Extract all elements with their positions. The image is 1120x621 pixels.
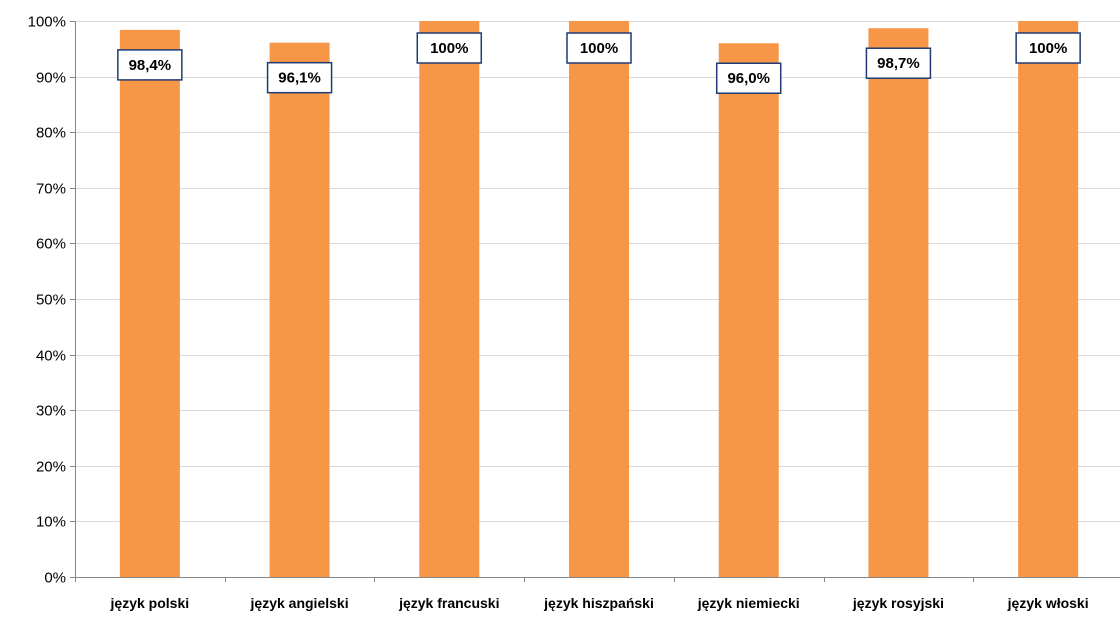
y-tick-label: 100% bbox=[28, 14, 66, 31]
x-tick-label: język rosyjski bbox=[852, 595, 944, 611]
x-tick-label: język polski bbox=[110, 595, 190, 611]
bar-7 bbox=[1018, 21, 1079, 577]
data-label-box-1 bbox=[117, 49, 183, 81]
data-label-box-3 bbox=[416, 32, 483, 64]
data-label: 96,0% bbox=[727, 70, 770, 87]
y-tick-label: 30% bbox=[36, 403, 66, 420]
x-tick-label: język włoski bbox=[1007, 595, 1089, 611]
data-label-box-2 bbox=[266, 61, 333, 94]
data-label: 98,4% bbox=[129, 57, 172, 74]
data-label: 96,1% bbox=[278, 70, 321, 87]
x-tick-label: język angielski bbox=[250, 595, 349, 611]
data-labels: 98,4% 96,1% 100% 100% 96,0% 98,7% 100% bbox=[117, 32, 1081, 94]
y-tick-label: 20% bbox=[36, 459, 66, 476]
y-tick-label: 70% bbox=[36, 181, 66, 198]
x-tick-label: język niemiecki bbox=[697, 595, 800, 611]
bar-2 bbox=[269, 42, 330, 577]
bar-4 bbox=[569, 21, 629, 577]
data-label: 100% bbox=[1029, 40, 1067, 57]
y-tick-label: 90% bbox=[36, 70, 66, 87]
x-tick-label: język hiszpański bbox=[543, 595, 654, 611]
data-label: 100% bbox=[430, 40, 468, 57]
x-tick-label: język francuski bbox=[398, 595, 499, 611]
y-tick-label: 60% bbox=[36, 236, 66, 253]
bar-5 bbox=[718, 43, 779, 578]
bar-6 bbox=[868, 28, 929, 577]
bar-3 bbox=[419, 21, 480, 577]
y-tick-label: 0% bbox=[44, 570, 66, 587]
y-tick-label: 40% bbox=[36, 348, 66, 365]
y-tick-label: 80% bbox=[36, 125, 66, 142]
data-label: 100% bbox=[580, 40, 618, 57]
data-label-box-5 bbox=[715, 62, 782, 94]
data-label: 98,7% bbox=[877, 55, 920, 72]
y-tick-label: 10% bbox=[36, 514, 66, 531]
data-label-box-6 bbox=[865, 47, 932, 79]
data-label-box-4 bbox=[566, 32, 632, 64]
axes: 0% 10% 20% 30% 40% 50% 60% 70% 80% 90% 100% język p… bbox=[28, 14, 1120, 611]
bars bbox=[119, 21, 1079, 578]
y-tick-label: 50% bbox=[36, 292, 66, 309]
bar-1 bbox=[119, 29, 180, 578]
data-label-box-7 bbox=[1015, 32, 1081, 64]
